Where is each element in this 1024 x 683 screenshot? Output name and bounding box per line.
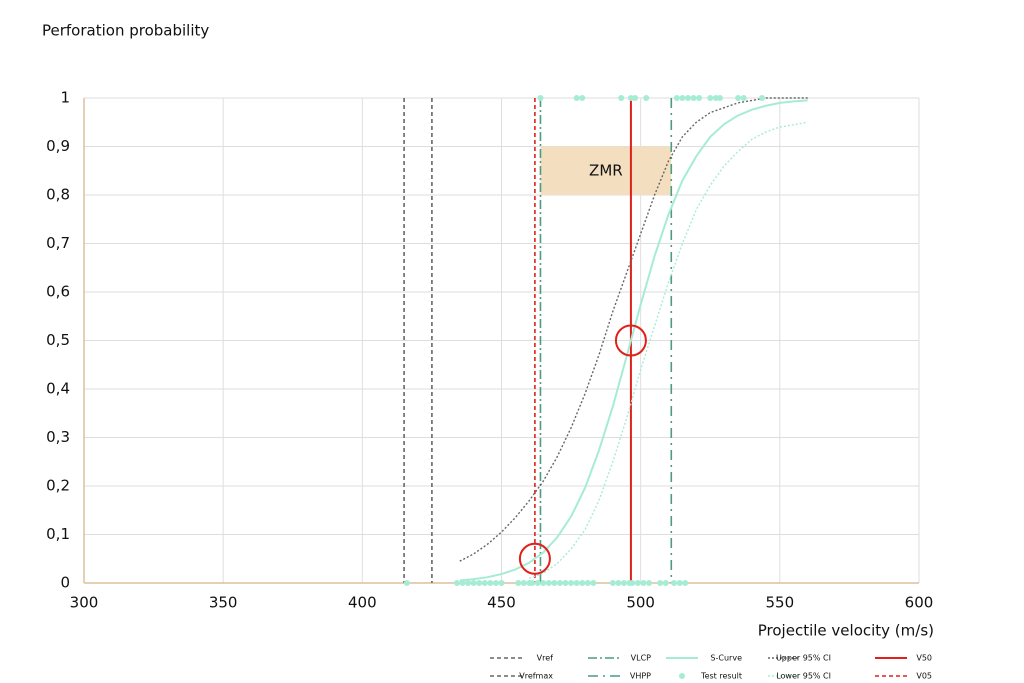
legend-label: S-Curve [710, 654, 742, 663]
test-result [492, 580, 499, 586]
curve [459, 99, 808, 582]
x-tick-label: 550 [766, 594, 795, 612]
test-result [545, 580, 552, 586]
legend-label: Lower 95% CI [776, 672, 831, 681]
test-result [609, 580, 616, 586]
test-result [716, 95, 723, 101]
zone-label: ZMR [589, 161, 623, 179]
x-axis-title: Projectile velocity (m/s) [758, 622, 934, 640]
legend-label: V05 [916, 672, 932, 681]
y-tick-label: 0,6 [46, 283, 70, 301]
y-tick-label: 0,4 [46, 380, 70, 398]
y-tick-label: 0,9 [46, 137, 70, 155]
test-result [615, 580, 622, 586]
legend-label: VLCP [631, 654, 652, 663]
test-result [690, 95, 697, 101]
test-result [679, 95, 686, 101]
y-tick-label: 0,2 [46, 477, 70, 495]
test-result [632, 95, 639, 101]
test-result [470, 580, 477, 586]
test-result [562, 580, 569, 586]
test-result [682, 580, 689, 586]
y-tick-label: 1 [60, 89, 70, 107]
test-result [573, 95, 580, 101]
test-result [453, 580, 460, 586]
curve [529, 121, 808, 579]
test-result [579, 95, 586, 101]
y-tick-label: 0,1 [46, 525, 70, 543]
test-result [459, 580, 466, 586]
x-tick-label: 600 [905, 594, 934, 612]
test-result [646, 580, 653, 586]
test-result [759, 95, 766, 101]
test-result [584, 580, 591, 586]
test-result [735, 95, 742, 101]
x-tick-label: 500 [626, 594, 655, 612]
test-result [676, 580, 683, 586]
x-tick-label: 450 [487, 594, 516, 612]
legend-swatch [679, 673, 685, 679]
test-result [520, 580, 527, 586]
test-result [684, 95, 691, 101]
test-result [662, 580, 669, 586]
test-result [707, 95, 714, 101]
highlight-marker [518, 542, 551, 575]
legend-label: Upper 95% CI [776, 654, 831, 663]
test-result [740, 95, 747, 101]
test-result [481, 580, 488, 586]
test-result [618, 95, 625, 101]
y-axis-title: Perforation probability [42, 22, 209, 40]
test-result [643, 95, 650, 101]
y-tick-label: 0,5 [46, 331, 70, 349]
test-result [579, 580, 586, 586]
test-result [657, 580, 664, 586]
zone [540, 146, 672, 195]
test-result [629, 580, 636, 586]
test-result [627, 95, 634, 101]
test-result [556, 580, 563, 586]
test-result [568, 580, 575, 586]
test-result [640, 580, 647, 586]
test-result [476, 580, 483, 586]
legend-label: Vref [537, 654, 554, 663]
legend-label: Test result [700, 672, 742, 681]
x-tick-label: 300 [70, 594, 99, 612]
test-result [465, 580, 472, 586]
test-result [573, 580, 580, 586]
x-tick-label: 400 [348, 594, 377, 612]
test-result [537, 95, 544, 101]
test-result [515, 580, 522, 586]
x-tick-label: 350 [209, 594, 238, 612]
legend-label: Vrefmax [519, 672, 553, 681]
test-result [403, 580, 410, 586]
test-result [590, 580, 597, 586]
y-tick-label: 0,7 [46, 234, 70, 252]
legend-label: V50 [916, 654, 932, 663]
test-result [712, 95, 719, 101]
legend-label: VHPP [630, 672, 651, 681]
test-result [551, 580, 558, 586]
test-result [498, 580, 505, 586]
test-result [534, 580, 541, 586]
test-result [540, 580, 547, 586]
y-tick-label: 0,8 [46, 186, 70, 204]
test-result [673, 95, 680, 101]
y-tick-label: 0 [60, 574, 70, 592]
test-result [634, 580, 641, 586]
y-tick-label: 0,3 [46, 428, 70, 446]
test-result [487, 580, 494, 586]
test-result [620, 580, 627, 586]
test-result [696, 95, 703, 101]
test-result [671, 580, 678, 586]
test-result [529, 580, 536, 586]
highlight-marker [614, 324, 647, 357]
